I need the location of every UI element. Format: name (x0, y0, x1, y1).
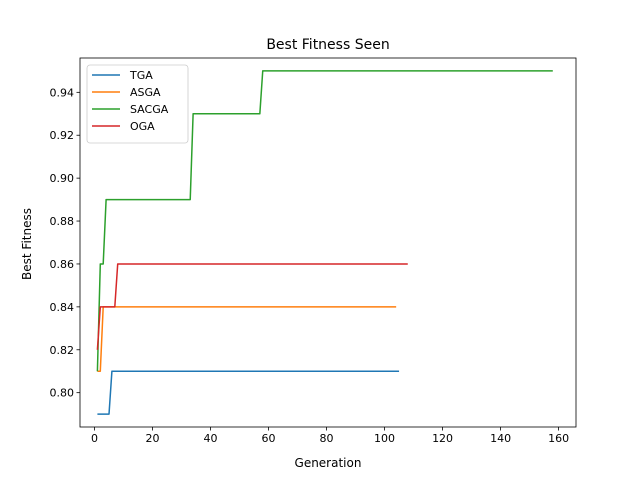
y-tick-label: 0.84 (50, 301, 75, 314)
y-axis-label: Best Fitness (20, 208, 34, 280)
legend-label-asga: ASGA (130, 86, 161, 99)
series-line-tga (97, 370, 400, 415)
legend-label-tga: TGA (129, 69, 153, 82)
x-tick-label: 40 (204, 432, 218, 445)
chart-legend: TGA ASGA SACGA OGA (86, 64, 189, 144)
y-tick-label: 0.80 (50, 387, 75, 400)
x-tick-label: 60 (262, 432, 276, 445)
y-tick-label: 0.86 (50, 258, 75, 271)
series-line-oga (96, 263, 408, 350)
legend-label-sacga: SACGA (130, 103, 169, 116)
plot-area (96, 70, 553, 415)
axis-ticks: 0 20 40 60 80 100 120 140 160 0.80 0.82 0.84 0.86 0.8… (50, 86, 570, 445)
y-tick-label: 0.90 (50, 172, 75, 185)
x-tick-label: 20 (146, 432, 160, 445)
y-tick-label: 0.94 (50, 86, 75, 99)
x-tick-label: 100 (374, 432, 395, 445)
x-tick-label: 140 (490, 432, 511, 445)
axes-frame (79, 57, 577, 428)
legend-box (86, 64, 189, 144)
series-line-sacga (96, 70, 553, 372)
y-tick-label: 0.92 (50, 129, 75, 142)
legend-label-oga: OGA (130, 120, 155, 133)
y-tick-label: 0.88 (50, 215, 75, 228)
x-tick-label: 0 (91, 432, 98, 445)
chart-title: Best Fitness Seen (266, 37, 389, 53)
x-tick-label: 80 (320, 432, 334, 445)
x-axis-label: Generation (295, 456, 362, 470)
y-tick-label: 0.82 (50, 344, 75, 357)
x-tick-label: 160 (548, 432, 569, 445)
x-tick-label: 120 (432, 432, 453, 445)
series-line-asga (97, 306, 397, 372)
